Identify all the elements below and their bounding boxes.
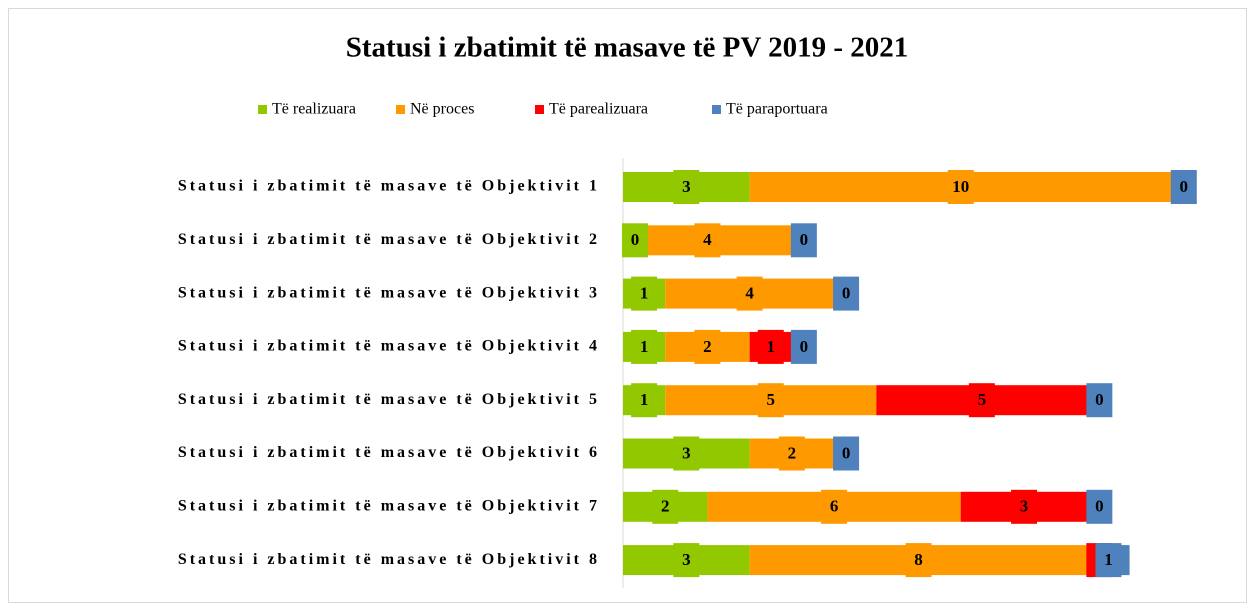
y-tick-label: Statusi i zbatimit të masave të Objektiv… — [178, 338, 600, 355]
data-label: 0 — [631, 230, 640, 249]
data-label-box — [757, 383, 784, 418]
data-label-box — [790, 329, 817, 364]
data-label-box — [1011, 489, 1038, 524]
data-label: 0 — [1095, 497, 1104, 516]
data-label: 0 — [842, 284, 851, 303]
data-label: 1 — [640, 284, 649, 303]
y-tick-label: Statusi i zbatimit të masave të Objektiv… — [178, 391, 600, 408]
data-label-box — [631, 276, 658, 311]
data-label: 3 — [1020, 497, 1029, 516]
data-label: 5 — [978, 390, 987, 409]
legend-label: Të parealizuara — [549, 101, 648, 118]
data-label-box — [833, 436, 860, 471]
data-label: 8 — [914, 550, 923, 569]
data-label-box — [631, 383, 658, 418]
data-label: 1 — [767, 337, 776, 356]
data-label-box — [736, 276, 763, 311]
data-label: 2 — [661, 497, 670, 516]
data-label-box — [673, 543, 700, 578]
legend-label: Të paraportuara — [726, 101, 828, 118]
data-label: 5 — [767, 390, 776, 409]
data-label: 4 — [745, 284, 754, 303]
data-label: 3 — [682, 177, 691, 196]
legend-label: Në proces — [410, 101, 474, 118]
y-tick-label: Statusi i zbatimit të masave të Objektiv… — [178, 497, 600, 514]
data-label: 0 — [800, 337, 809, 356]
legend-swatch — [535, 105, 544, 114]
data-label: 0 — [842, 443, 851, 462]
data-label-box — [694, 223, 721, 258]
data-label-box — [652, 489, 679, 524]
data-label: 4 — [703, 230, 712, 249]
data-label-box — [790, 223, 817, 258]
data-label-box — [968, 383, 995, 418]
data-label: 0 — [800, 230, 809, 249]
data-label: 1 — [640, 390, 649, 409]
data-label-box — [821, 489, 848, 524]
data-label-box — [673, 170, 700, 204]
data-label: 1 — [1104, 550, 1113, 569]
y-tick-label: Statusi i zbatimit të masave të Objektiv… — [178, 551, 600, 568]
data-label: 6 — [830, 497, 839, 516]
data-label-box — [631, 329, 658, 364]
y-tick-label: Statusi i zbatimit të masave të Objektiv… — [178, 284, 600, 301]
data-label: 3 — [682, 443, 691, 462]
data-label-box — [622, 223, 648, 258]
data-label-box — [833, 276, 860, 311]
data-label-box — [673, 436, 700, 471]
data-label-box — [757, 329, 784, 364]
data-label-box — [1086, 489, 1113, 524]
data-label: 0 — [1095, 390, 1104, 409]
y-tick-label: Statusi i zbatimit të masave të Objektiv… — [178, 444, 600, 461]
legend-swatch — [396, 105, 405, 114]
data-label-box — [778, 436, 805, 471]
y-tick-label: Statusi i zbatimit të masave të Objektiv… — [178, 178, 600, 195]
data-label-box — [694, 329, 721, 364]
data-label: 10 — [952, 177, 969, 196]
legend-swatch — [258, 105, 267, 114]
data-label-box — [1095, 543, 1122, 578]
data-label-box — [947, 170, 974, 204]
data-label-box — [1170, 170, 1197, 204]
data-label: 2 — [703, 337, 712, 356]
data-label: 2 — [788, 443, 797, 462]
data-label: 3 — [682, 550, 691, 569]
chart-title: Statusi i zbatimit të masave të PV 2019 … — [346, 32, 908, 64]
data-label: 0 — [1180, 177, 1189, 196]
data-label-box — [905, 543, 932, 578]
data-label: 1 — [640, 337, 649, 356]
y-tick-label: Statusi i zbatimit të masave të Objektiv… — [178, 231, 600, 248]
data-label-box — [1086, 383, 1113, 418]
legend-label: Të realizuara — [272, 101, 356, 118]
legend-swatch — [712, 105, 721, 114]
